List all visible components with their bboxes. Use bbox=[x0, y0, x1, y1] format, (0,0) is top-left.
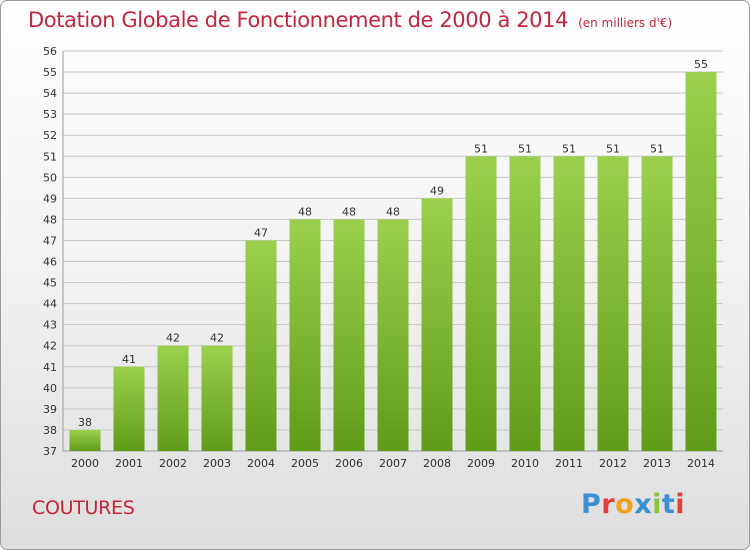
y-tick-label-41: 41 bbox=[43, 361, 57, 374]
y-tick-label-43: 43 bbox=[43, 319, 57, 332]
logo-letter: r bbox=[601, 489, 616, 520]
logo-letter: o bbox=[615, 489, 635, 520]
x-tick-label-2011: 2011 bbox=[555, 457, 583, 470]
x-tick-label-2001: 2001 bbox=[115, 457, 143, 470]
value-label-2002: 42 bbox=[166, 332, 180, 345]
value-label-2009: 51 bbox=[474, 142, 488, 155]
y-tick-label-53: 53 bbox=[43, 108, 57, 121]
value-label-2007: 48 bbox=[386, 205, 400, 218]
x-tick-label-2014: 2014 bbox=[687, 457, 715, 470]
bar-2002 bbox=[157, 345, 189, 451]
y-tick-label-39: 39 bbox=[43, 403, 57, 416]
value-label-2011: 51 bbox=[562, 142, 576, 155]
unit-note: (en milliers d'€) bbox=[578, 16, 673, 30]
y-tick-label-40: 40 bbox=[43, 382, 57, 395]
y-tick-label-54: 54 bbox=[43, 87, 57, 100]
y-tick-label-42: 42 bbox=[43, 340, 57, 353]
bar-2012 bbox=[597, 156, 629, 451]
y-tick-label-44: 44 bbox=[43, 298, 57, 311]
value-label-2003: 42 bbox=[210, 332, 224, 345]
x-tick-label-2013: 2013 bbox=[643, 457, 671, 470]
value-label-2001: 41 bbox=[122, 353, 136, 366]
bar-2010 bbox=[509, 156, 541, 451]
value-label-2013: 51 bbox=[650, 142, 664, 155]
y-tick-label-52: 52 bbox=[43, 129, 57, 142]
x-tick-label-2002: 2002 bbox=[159, 457, 187, 470]
x-tick-label-2006: 2006 bbox=[335, 457, 363, 470]
bar-2011 bbox=[553, 156, 585, 451]
bar-2003 bbox=[201, 345, 233, 451]
x-tick-label-2004: 2004 bbox=[247, 457, 275, 470]
y-tick-label-55: 55 bbox=[43, 66, 57, 79]
bar-2014 bbox=[685, 72, 717, 451]
y-tick-label-37: 37 bbox=[43, 445, 57, 458]
x-tick-label-2010: 2010 bbox=[511, 457, 539, 470]
title-row: Dotation Globale de Fonctionnement de 20… bbox=[28, 8, 672, 32]
x-tick-label-2009: 2009 bbox=[467, 457, 495, 470]
value-label-2014: 55 bbox=[694, 58, 708, 71]
y-tick-label-50: 50 bbox=[43, 171, 57, 184]
value-label-2010: 51 bbox=[518, 142, 532, 155]
bar-2000 bbox=[69, 429, 101, 451]
logo-letter: x bbox=[634, 489, 653, 520]
value-label-2004: 47 bbox=[254, 226, 268, 239]
value-label-2006: 48 bbox=[342, 205, 356, 218]
bar-2005 bbox=[289, 219, 321, 451]
value-label-2012: 51 bbox=[606, 142, 620, 155]
bars: 38 41 42 42 47 48 48 48 49 51 51 51 51 51 55 bbox=[69, 58, 717, 451]
x-tick-label-2000: 2000 bbox=[71, 457, 99, 470]
x-tick-label-2012: 2012 bbox=[599, 457, 627, 470]
x-tick-label-2008: 2008 bbox=[423, 457, 451, 470]
bar-2006 bbox=[333, 219, 365, 451]
y-tick-label-46: 46 bbox=[43, 256, 57, 269]
bar-2004 bbox=[245, 240, 277, 451]
logo-letter: i bbox=[675, 489, 686, 520]
y-tick-label-49: 49 bbox=[43, 192, 57, 205]
y-tick-label-47: 47 bbox=[43, 234, 57, 247]
bar-2007 bbox=[377, 219, 409, 451]
bar-2009 bbox=[465, 156, 497, 451]
proxiti-logo[interactable]: Proxiti bbox=[581, 489, 685, 520]
y-tick-label-45: 45 bbox=[43, 277, 57, 290]
bar-2008 bbox=[421, 198, 453, 451]
value-label-2008: 49 bbox=[430, 184, 444, 197]
y-tick-label-56: 56 bbox=[43, 45, 57, 58]
commune-name: COUTURES bbox=[32, 497, 135, 519]
logo-letter: P bbox=[581, 489, 602, 520]
y-tick-label-38: 38 bbox=[43, 424, 57, 437]
x-tick-label-2007: 2007 bbox=[379, 457, 407, 470]
bar-2001 bbox=[113, 366, 145, 451]
value-label-2000: 38 bbox=[78, 416, 92, 429]
x-axis-labels: 2000 2001 2002 2003 2004 2005 2006 2007 2008 2009… bbox=[71, 457, 715, 470]
value-label-2005: 48 bbox=[298, 205, 312, 218]
y-tick-label-48: 48 bbox=[43, 213, 57, 226]
y-tick-label-51: 51 bbox=[43, 150, 57, 163]
bar-2013 bbox=[641, 156, 673, 451]
x-tick-label-2003: 2003 bbox=[203, 457, 231, 470]
x-tick-label-2005: 2005 bbox=[291, 457, 319, 470]
logo-letter: i bbox=[652, 489, 662, 520]
logo-letter: t bbox=[661, 489, 676, 520]
chart-title: Dotation Globale de Fonctionnement de 20… bbox=[28, 8, 569, 32]
